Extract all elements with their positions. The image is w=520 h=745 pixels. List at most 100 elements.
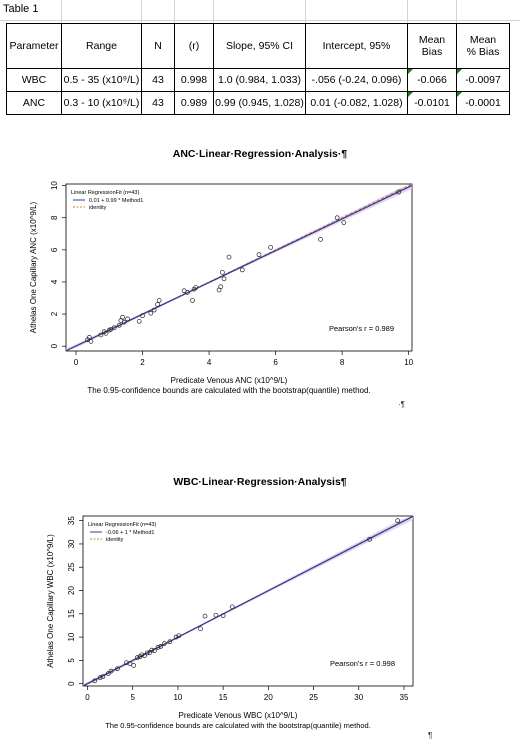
- table-title: Table 1: [3, 3, 39, 15]
- cell-parameter: ANC: [6, 91, 62, 115]
- data-point: [220, 269, 225, 275]
- x-tick-label: 20: [264, 693, 273, 702]
- y-tick-label: 8: [50, 215, 59, 220]
- cell-range: 0.5 - 35 (x10⁹/L): [61, 68, 142, 92]
- anc-regression-chart: 0 2 4 6 8 10 0 2 4 6 8 10 Predicate Venous ANC (x10^…: [29, 181, 414, 409]
- x-tick-label: 4: [207, 358, 212, 367]
- y-axis-label: Athelas One Capillary WBC (x10^9/L): [46, 534, 55, 668]
- cell-r: 0.998: [174, 68, 214, 92]
- pearson-annotation: Pearson's r = 0.998: [330, 659, 395, 668]
- data-point: [318, 237, 323, 242]
- table-header-row: Parameter Range N (r) Slope, 95% CI Inte…: [6, 23, 510, 69]
- x-tick-label: 2: [140, 358, 145, 367]
- chart-footnote: The 0.95-confidence bounds are calculate…: [105, 721, 371, 730]
- y-tick-label: 5: [67, 658, 76, 663]
- cell-n: 43: [141, 68, 175, 92]
- data-point: [127, 661, 133, 666]
- header-mean-bias: Mean Bias: [407, 23, 457, 69]
- cell-mean-bias: -0.066: [407, 68, 457, 92]
- pearson-annotation: Pearson's r = 0.989: [329, 324, 394, 333]
- data-point: [149, 647, 155, 653]
- x-tick-label: 30: [354, 693, 363, 702]
- header-mean-pct-bias: Mean % Bias: [456, 23, 510, 69]
- y-tick-label: 4: [50, 279, 59, 284]
- data-point: [173, 634, 179, 640]
- data-point: [229, 604, 235, 610]
- data-point: [213, 612, 219, 618]
- y-tick-label: 10: [50, 181, 59, 190]
- x-tick-label: 0: [85, 693, 90, 702]
- cell-slope: 0.99 (0.945, 1.028): [213, 91, 306, 115]
- results-table: Parameter Range N (r) Slope, 95% CI Inte…: [6, 23, 510, 115]
- data-point: [92, 678, 98, 684]
- data-point: [221, 276, 227, 282]
- table-row-anc: ANC 0.3 - 10 (x10⁹/L) 43 0.989 0.99 (0.9…: [6, 91, 510, 115]
- wbc-chart-title: WBC·Linear·Regression·Analysis¶: [173, 476, 347, 488]
- data-point: [108, 668, 114, 674]
- wbc-regression-chart: 0 5 10 15 20 25 30 35 0 5 10 15 20 25 30 35 Predicate Ve…: [46, 515, 432, 740]
- y-tick-label: 30: [67, 539, 76, 548]
- x-tick-label: 10: [173, 693, 182, 702]
- legend-label: identity: [106, 537, 124, 543]
- data-point: [155, 302, 160, 307]
- data-point: [121, 319, 127, 325]
- header-mean-pct-bias-line2: % Bias: [466, 46, 500, 58]
- legend-label: -0.06 + 1 * Method1: [106, 530, 154, 536]
- data-point: [158, 644, 164, 649]
- data-point: [155, 644, 161, 650]
- sheet-gridline: [0, 20, 520, 21]
- data-point: [131, 663, 136, 668]
- x-tick-label: 10: [404, 358, 413, 367]
- data-point: [97, 675, 103, 680]
- data-point: [88, 339, 94, 344]
- data-point: [334, 215, 340, 221]
- header-intercept: Intercept, 95%: [305, 23, 408, 69]
- data-point: [226, 254, 232, 260]
- legend-title: Linear RegressionFit (n=43): [71, 190, 139, 196]
- x-tick-label: 5: [130, 693, 135, 702]
- x-axis-label: Predicate Venous WBC (x10^9/L): [179, 711, 298, 720]
- data-point: [139, 652, 145, 658]
- data-point: [239, 267, 245, 273]
- legend-title: Linear RegressionFit (n=43): [88, 522, 156, 528]
- spreadsheet-area: Table 1 Parameter Range N (r) Slope, 95%…: [0, 0, 520, 115]
- data-point: [220, 613, 226, 619]
- data-point: [98, 332, 104, 338]
- data-point: [136, 318, 142, 324]
- x-tick-label: 6: [273, 358, 278, 367]
- x-tick-label: 35: [400, 693, 409, 702]
- y-tick-label: 2: [50, 311, 59, 316]
- legend-label: identity: [89, 205, 107, 211]
- regression-fit-line: [65, 184, 413, 352]
- data-point: [162, 641, 167, 646]
- header-n: N: [141, 23, 175, 69]
- legend-box: [69, 187, 177, 217]
- data-point: [115, 666, 120, 672]
- y-tick-label: 35: [67, 516, 76, 525]
- data-point: [156, 298, 162, 303]
- data-point: [198, 626, 203, 632]
- x-tick-label: 0: [74, 358, 79, 367]
- data-point: [193, 285, 199, 290]
- data-point: [367, 536, 372, 542]
- data-point: [105, 671, 111, 676]
- legend-label: 0.01 + 0.99 * Method1: [89, 198, 143, 204]
- data-point: [202, 613, 208, 619]
- data-point: [142, 653, 147, 659]
- paragraph-mark: ¶: [428, 731, 432, 740]
- cell-mean-pct-bias: -0.0001: [456, 91, 510, 115]
- data-point: [100, 674, 106, 680]
- y-tick-label: 20: [67, 586, 76, 595]
- cell-parameter: WBC: [6, 68, 62, 92]
- data-point: [341, 220, 347, 225]
- header-mean-bias-line2: Bias: [421, 46, 443, 58]
- anc-chart-title: ANC·Linear·Regression·Analysis·¶: [172, 148, 348, 160]
- cell-intercept: -.056 (-0.24, 0.096): [305, 68, 408, 92]
- data-point: [151, 307, 157, 313]
- header-parameter: Parameter: [6, 23, 62, 69]
- data-point: [140, 313, 145, 319]
- data-point: [167, 639, 173, 645]
- y-tick-label: 25: [67, 562, 76, 571]
- data-point: [103, 330, 109, 336]
- y-tick-label: 15: [67, 609, 76, 618]
